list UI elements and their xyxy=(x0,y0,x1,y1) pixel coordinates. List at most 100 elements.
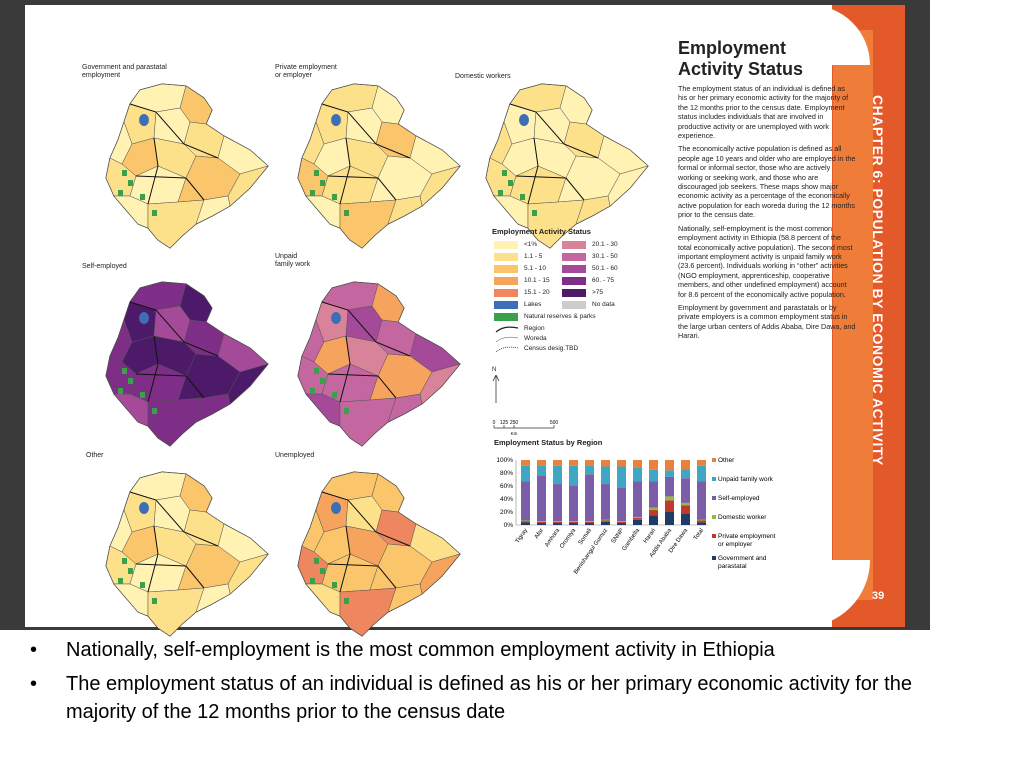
reserve-park xyxy=(152,598,157,604)
reserve-park xyxy=(320,568,325,574)
bar-segment xyxy=(569,460,578,466)
y-tick-label: 100% xyxy=(496,457,513,464)
y-tick-label: 40% xyxy=(500,496,513,503)
bar-segment xyxy=(601,520,610,522)
reserve-park xyxy=(344,210,349,216)
map-title-line: Domestic workers xyxy=(455,73,511,80)
paragraph: Nationally, self-employment is the most … xyxy=(678,223,853,299)
chapter-heading: CHAPTER 6: POPULATION BY ECONOMIC ACTIVI… xyxy=(870,95,886,466)
legend-swatch xyxy=(494,241,518,249)
chart-legend-swatch xyxy=(712,458,716,462)
bullet-text: Nationally, self-employment is the most … xyxy=(66,639,775,661)
bar-segment xyxy=(681,513,690,525)
lake xyxy=(331,312,341,324)
chart-legend-swatch xyxy=(712,496,716,500)
bar-segment xyxy=(681,460,690,470)
chart-legend-label: Domestic worker xyxy=(718,514,767,521)
woreda-area xyxy=(195,583,231,613)
north-arrow-icon xyxy=(492,375,500,403)
woreda-area xyxy=(575,195,611,225)
map-title: Self-employed xyxy=(82,263,172,271)
category-label: Total xyxy=(693,528,705,542)
legend-label: 20.1 - 30 xyxy=(592,241,618,248)
legend-label: 5.1 - 10 xyxy=(524,265,547,272)
lake xyxy=(139,312,149,324)
bar-segment xyxy=(521,522,530,525)
chart-legend-label: Private employment xyxy=(718,533,776,540)
bar-segment xyxy=(617,521,626,524)
bullet-item: • Nationally, self-employment is the mos… xyxy=(30,636,930,664)
legend-swatch xyxy=(562,289,586,297)
bar-segment xyxy=(521,520,530,522)
legend-line-sample xyxy=(495,336,519,343)
reserve-park xyxy=(314,558,319,564)
woreda-area xyxy=(387,583,423,613)
bar-segment xyxy=(553,521,562,522)
woreda-area xyxy=(527,199,585,249)
bullet-list: • Nationally, self-employment is the mos… xyxy=(30,636,930,732)
bar-segment xyxy=(697,519,706,521)
bar-segment xyxy=(569,465,578,486)
map-title-line: Other xyxy=(86,452,104,459)
bar-segment xyxy=(633,467,642,482)
bar-segment xyxy=(697,522,706,525)
chart-legend-label: Other xyxy=(718,457,735,464)
lake xyxy=(519,114,529,126)
bar-segment xyxy=(537,465,546,476)
woreda-area xyxy=(147,587,205,637)
bar-chart-title: Employment Status by Region xyxy=(494,438,603,447)
lake xyxy=(139,114,149,126)
north-arrow-label: N xyxy=(492,367,497,373)
legend-swatch xyxy=(494,289,518,297)
woreda-area xyxy=(147,397,205,447)
map-title-line: Unpaid xyxy=(275,253,298,260)
legend-label: 10.1 - 15 xyxy=(524,277,550,284)
legend-swatch xyxy=(494,277,518,285)
legend-label: Woreda xyxy=(524,335,547,342)
bar-segment xyxy=(617,521,626,522)
scale-tick-label: 125 xyxy=(500,420,509,426)
legend-label: 60. - 75 xyxy=(592,277,615,284)
bar-segment xyxy=(537,521,546,522)
map-title: Private employment or employer xyxy=(275,64,365,80)
legend-swatch xyxy=(562,301,586,309)
legend-line-sample xyxy=(495,346,519,353)
reserve-park xyxy=(310,578,315,584)
bar-segment xyxy=(601,519,610,521)
ethiopia-choropleth-map xyxy=(297,281,461,447)
legend-label: Natural reserves & parks xyxy=(524,313,596,320)
category-label: Oromiya xyxy=(559,527,577,550)
reserve-park xyxy=(122,170,127,176)
bar-segment xyxy=(601,484,610,520)
category-label: Harari xyxy=(643,528,657,545)
reserve-park xyxy=(498,190,503,196)
category-label: Benishangul Gumuz xyxy=(573,528,609,576)
category-label: Afar xyxy=(534,528,545,540)
body-text: The employment status of an individual i… xyxy=(678,84,856,345)
bar-segment xyxy=(697,460,706,466)
reserve-park xyxy=(118,190,123,196)
bar-segment xyxy=(617,523,626,525)
ethiopia-choropleth-map xyxy=(105,471,269,637)
bar-segment xyxy=(569,485,578,522)
legend-label: 15.1 - 20 xyxy=(524,289,550,296)
legend-label: 1.1 - 5 xyxy=(524,253,543,260)
bullet-text: The employment status of an individual i… xyxy=(66,673,912,723)
reserve-park xyxy=(320,378,325,384)
bar-segment xyxy=(649,507,658,511)
bar-segment xyxy=(633,481,642,518)
bar-segment xyxy=(617,487,626,522)
bar-segment xyxy=(585,465,594,475)
ethiopia-choropleth-map xyxy=(297,471,461,637)
y-tick-label: 80% xyxy=(500,470,513,477)
bar-segment xyxy=(649,460,658,470)
bar-segment xyxy=(633,519,642,525)
legend-swatch xyxy=(494,301,518,309)
page-number: 39 xyxy=(872,590,885,602)
stacked-bar-chart: 100%80%60%40%20%0%Tigray Afar AmharaOromiy… xyxy=(496,457,776,576)
bar-segment xyxy=(537,523,546,525)
reserve-park xyxy=(140,582,145,588)
chart-legend-swatch xyxy=(712,556,716,560)
woreda-area xyxy=(339,587,397,637)
bar-segment xyxy=(537,460,546,466)
